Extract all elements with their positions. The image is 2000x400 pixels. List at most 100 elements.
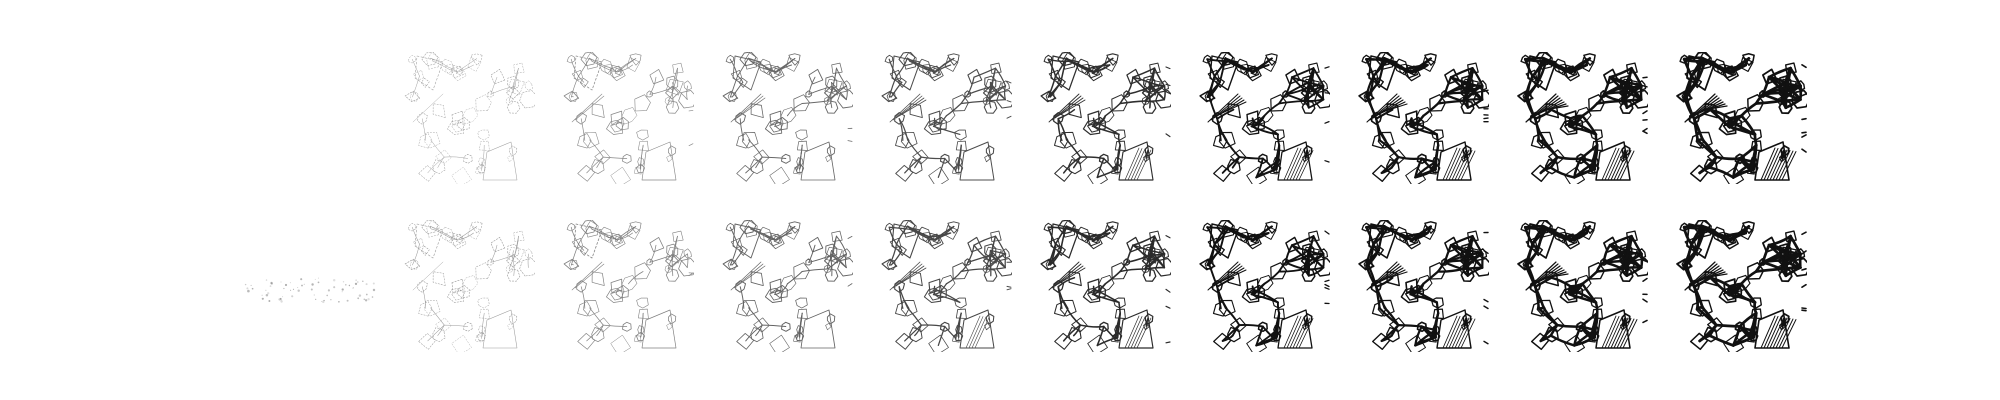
cell-outline	[418, 301, 433, 317]
frame-image	[1675, 220, 1807, 352]
network-edge	[1096, 157, 1105, 179]
network-edge	[830, 253, 847, 262]
frame-drawing	[244, 52, 376, 184]
spike-line	[1219, 269, 1247, 283]
network-edge	[1410, 285, 1414, 297]
cell-outline	[585, 220, 599, 238]
cell-outline	[794, 163, 805, 173]
speck	[265, 279, 268, 281]
network-edge	[1240, 233, 1254, 241]
network-edge	[432, 60, 450, 70]
wedge-hatch	[1133, 149, 1149, 181]
frame-drawing	[722, 52, 853, 184]
network-edge	[1065, 307, 1082, 326]
cell-outline	[1053, 279, 1065, 293]
cell-outline	[952, 94, 969, 112]
frame-drawing	[404, 220, 535, 352]
network-edge	[640, 144, 644, 163]
network-edge	[960, 268, 987, 273]
network-edge	[1216, 276, 1235, 288]
frame-image	[562, 52, 694, 184]
speck	[280, 281, 282, 283]
network-edge	[1148, 85, 1166, 94]
spike-line	[1381, 103, 1408, 113]
network-edge	[1692, 117, 1700, 142]
speck	[261, 297, 264, 300]
network-edge	[1436, 267, 1465, 273]
cell-outline	[506, 78, 525, 96]
cell-outline	[666, 155, 673, 163]
network-edge	[937, 325, 946, 347]
spike-line	[1543, 273, 1569, 279]
speck	[261, 294, 263, 296]
cell-outline	[634, 94, 651, 112]
network-edge	[649, 76, 657, 95]
border-stroke	[1006, 80, 1012, 84]
network-edge	[830, 67, 837, 94]
cell-outline	[412, 70, 424, 81]
network-edge	[737, 225, 749, 245]
cell-outline	[736, 301, 751, 317]
speck	[371, 296, 374, 298]
network-edge	[1449, 67, 1474, 79]
network-edge	[1789, 66, 1802, 88]
network-edge	[1284, 93, 1306, 102]
cell-outline	[479, 308, 490, 319]
speck	[345, 284, 347, 286]
network-edge	[1728, 285, 1732, 297]
network-edge	[933, 117, 936, 128]
network-edge	[774, 226, 796, 241]
cell-outline	[837, 90, 853, 109]
cell-outline	[476, 331, 486, 341]
network-edge	[1767, 243, 1787, 263]
cell-outline	[990, 62, 1002, 74]
network-edge	[616, 226, 637, 241]
cell-outline	[1262, 57, 1277, 72]
network-edge	[449, 237, 458, 241]
speck	[320, 300, 323, 303]
network-edge	[427, 156, 445, 174]
cell-outline	[1212, 111, 1224, 125]
network-edge	[490, 86, 516, 95]
network-edge	[1761, 91, 1787, 96]
network-edge	[1255, 325, 1264, 347]
network-edge	[430, 307, 445, 326]
cell-outline	[1462, 145, 1472, 157]
cell-outline	[417, 112, 428, 125]
network-edge	[1436, 99, 1465, 105]
cell-outline	[1358, 258, 1375, 271]
cell-outline	[445, 232, 455, 243]
cell-outline	[1199, 258, 1216, 271]
network-edge	[1399, 233, 1413, 241]
network-edge	[1414, 169, 1434, 179]
speck	[269, 285, 272, 287]
cell-outline	[1467, 230, 1479, 243]
wedge-hatch	[1445, 316, 1461, 349]
cell-outline	[614, 235, 622, 244]
cell-outline	[764, 119, 783, 135]
speck	[297, 287, 299, 288]
network-edge	[508, 86, 516, 102]
network-edge	[578, 57, 590, 77]
speck	[365, 293, 368, 296]
frame-image	[244, 220, 376, 352]
network-edge	[514, 235, 519, 255]
frame-image	[1198, 220, 1330, 352]
border-stroke	[1324, 66, 1330, 69]
cell-outline	[451, 110, 464, 126]
speck	[289, 282, 291, 284]
network-edge	[1092, 225, 1114, 241]
network-edge	[1068, 60, 1084, 68]
frame-image	[880, 52, 1012, 184]
cell-outline	[1056, 77, 1066, 88]
cell-outline	[909, 271, 923, 287]
network-edge	[1692, 285, 1700, 310]
cell-outline	[577, 165, 596, 182]
wedge-outline	[1118, 309, 1154, 349]
network-edge	[985, 266, 1006, 270]
cell-outline	[636, 297, 649, 309]
wedge-outline	[641, 141, 677, 181]
network-edge	[1312, 235, 1325, 255]
network-edge	[739, 118, 745, 141]
cell-outline	[769, 110, 782, 126]
